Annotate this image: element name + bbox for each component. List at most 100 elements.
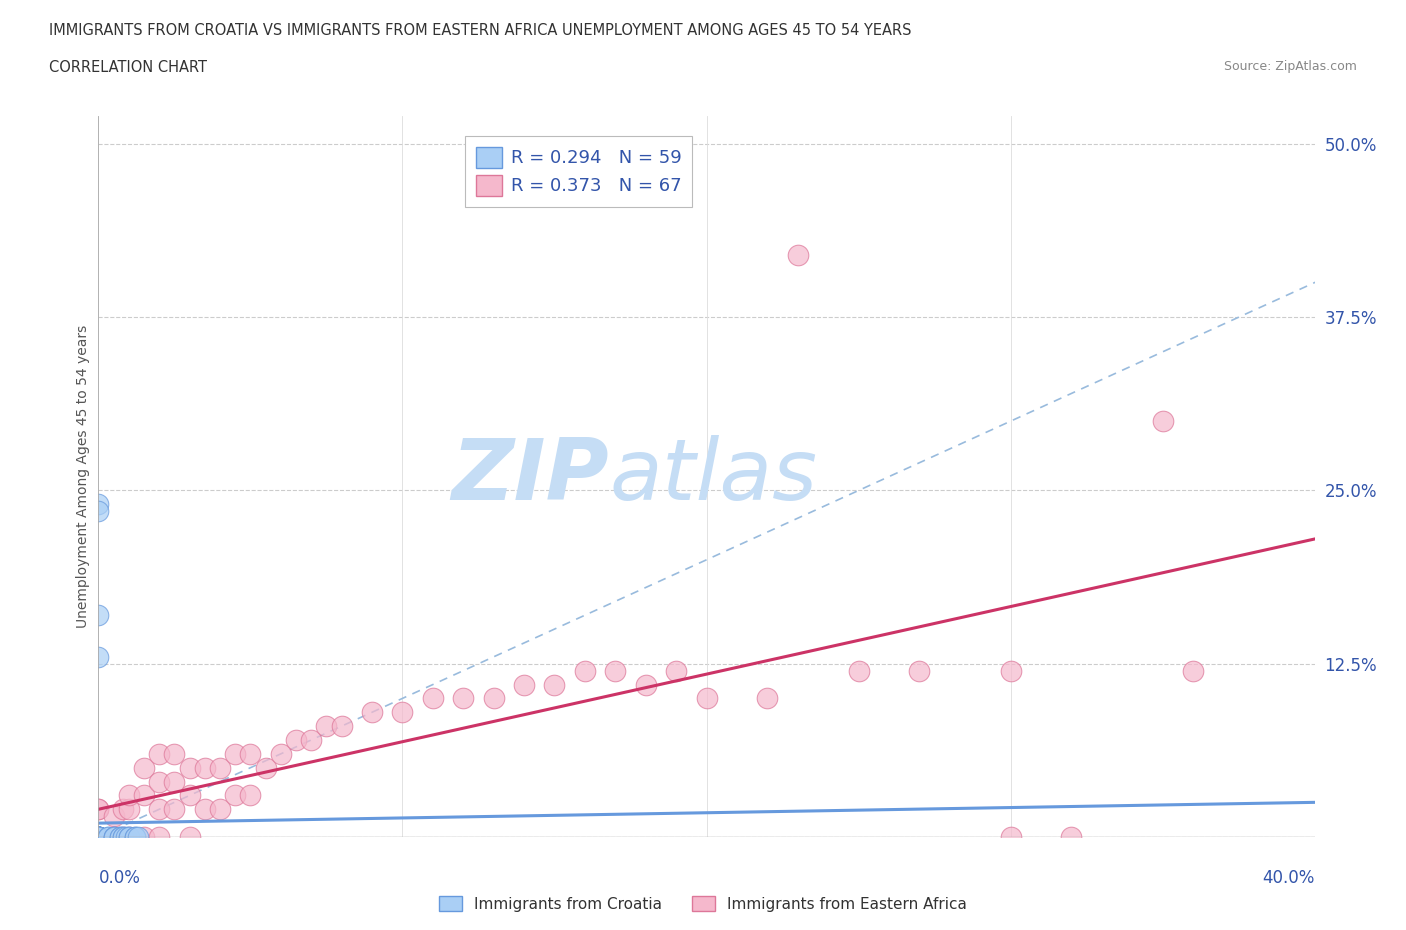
Point [111,830,134,844]
Point [194,760,217,775]
Point [87,802,110,817]
Point [148,802,170,817]
Point [908,663,931,678]
Point [87,830,110,844]
Point [124,830,146,844]
Point [361,705,384,720]
Point [87,830,110,844]
Point [179,760,201,775]
Point [148,830,170,844]
Point [124,830,146,844]
Point [224,788,246,803]
Point [391,705,413,720]
Point [665,663,688,678]
Point [96,830,118,844]
Point [87,830,110,844]
Point [239,747,262,762]
Point [87,830,110,844]
Point [422,691,444,706]
Text: Source: ZipAtlas.com: Source: ZipAtlas.com [1223,60,1357,73]
Point [87,830,110,844]
Point [108,830,131,844]
Point [848,663,870,678]
Point [132,760,155,775]
Point [114,830,136,844]
Point [132,830,155,844]
Point [118,788,141,803]
Point [118,802,141,817]
Point [786,247,808,262]
Point [111,830,134,844]
Point [87,830,110,844]
Point [87,830,110,844]
Point [87,830,110,844]
Point [87,830,110,844]
Point [87,830,110,844]
Point [87,830,110,844]
Point [87,830,110,844]
Point [108,830,131,844]
Point [543,677,565,692]
Point [87,830,110,844]
Point [87,830,110,844]
Point [87,830,110,844]
Point [1000,830,1022,844]
Point [87,830,110,844]
Point [87,830,110,844]
Point [634,677,657,692]
Point [239,788,262,803]
Point [148,747,170,762]
Point [96,830,118,844]
Point [87,830,110,844]
Point [87,830,110,844]
Point [1182,663,1205,678]
Point [87,830,110,844]
Point [87,830,110,844]
Point [111,802,134,817]
Point [87,830,110,844]
Point [163,747,186,762]
Point [87,830,110,844]
Point [87,608,110,623]
Point [163,802,186,817]
Point [179,788,201,803]
Text: atlas: atlas [609,435,817,518]
Point [209,802,232,817]
Point [87,830,110,844]
Text: IMMIGRANTS FROM CROATIA VS IMMIGRANTS FROM EASTERN AFRICA UNEMPLOYMENT AMONG AGE: IMMIGRANTS FROM CROATIA VS IMMIGRANTS FR… [49,23,911,38]
Point [87,649,110,664]
Point [270,747,292,762]
Point [1000,663,1022,678]
Point [118,830,141,844]
Point [330,719,353,734]
Point [87,830,110,844]
Point [87,830,110,844]
Point [87,830,110,844]
Point [87,802,110,817]
Point [87,830,110,844]
Point [254,760,277,775]
Text: 40.0%: 40.0% [1263,870,1315,887]
Point [163,774,186,789]
Point [453,691,475,706]
Point [299,733,322,748]
Point [87,830,110,844]
Point [87,830,110,844]
Text: 0.0%: 0.0% [98,870,141,887]
Point [605,663,627,678]
Legend: Immigrants from Croatia, Immigrants from Eastern Africa: Immigrants from Croatia, Immigrants from… [433,889,973,918]
Point [103,830,125,844]
Point [132,788,155,803]
Point [111,830,134,844]
Point [87,830,110,844]
Point [87,830,110,844]
Point [87,830,110,844]
Point [87,504,110,519]
Point [87,830,110,844]
Point [87,830,110,844]
Point [103,830,125,844]
Point [482,691,505,706]
Point [103,830,125,844]
Point [103,830,125,844]
Point [285,733,308,748]
